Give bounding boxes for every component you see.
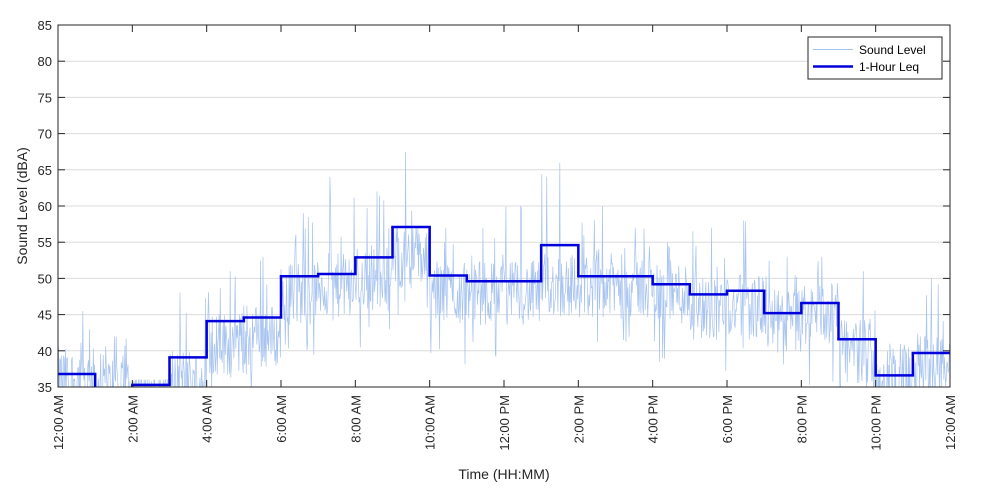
x-tick-label: 6:00 PM <box>720 395 735 443</box>
x-axis-title: Time (HH:MM) <box>458 466 549 482</box>
x-tick-label: 2:00 PM <box>571 395 586 443</box>
legend: Sound Level 1-Hour Leq <box>807 36 943 80</box>
x-tick-labels: 12:00 AM 2:00 AM 4:00 AM 6:00 AM 8:00 AM 10:0… <box>51 395 958 451</box>
x-tick-label: 8:00 PM <box>794 395 809 443</box>
x-tick-label: 8:00 AM <box>348 395 363 443</box>
y-tick-label: 55 <box>38 235 52 250</box>
y-tick-labels: 35 40 45 50 55 60 65 70 75 80 85 <box>38 18 52 395</box>
x-tick-label: 12:00 AM <box>943 395 958 450</box>
y-tick-label: 65 <box>38 163 52 178</box>
x-tick-label: 4:00 PM <box>646 395 661 443</box>
y-tick-label: 40 <box>38 344 52 359</box>
x-tick-label: 12:00 PM <box>497 395 512 451</box>
x-tick-label: 10:00 AM <box>423 395 438 450</box>
y-tick-label: 50 <box>38 271 52 286</box>
grid-lines <box>58 60 950 352</box>
x-tick-label: 2:00 AM <box>125 395 140 443</box>
x-tick-label: 4:00 AM <box>200 395 215 443</box>
legend-label-leq: 1-Hour Leq <box>859 60 919 74</box>
y-tick-label: 75 <box>38 90 52 105</box>
legend-box <box>807 36 943 80</box>
axis-ticks <box>57 24 951 388</box>
y-tick-label: 45 <box>38 308 52 323</box>
y-tick-label: 70 <box>38 127 52 142</box>
y-tick-label: 85 <box>38 18 52 33</box>
y-tick-label: 35 <box>38 380 52 395</box>
leq-series <box>58 225 950 387</box>
legend-label-sound-level: Sound Level <box>859 43 926 57</box>
x-tick-label: 10:00 PM <box>869 395 884 451</box>
x-tick-label: 6:00 AM <box>274 395 289 443</box>
y-axis-title: Sound Level (dBA) <box>14 147 30 265</box>
y-tick-label: 80 <box>38 54 52 69</box>
x-tick-label: 12:00 AM <box>51 395 66 450</box>
y-tick-label: 60 <box>38 199 52 214</box>
